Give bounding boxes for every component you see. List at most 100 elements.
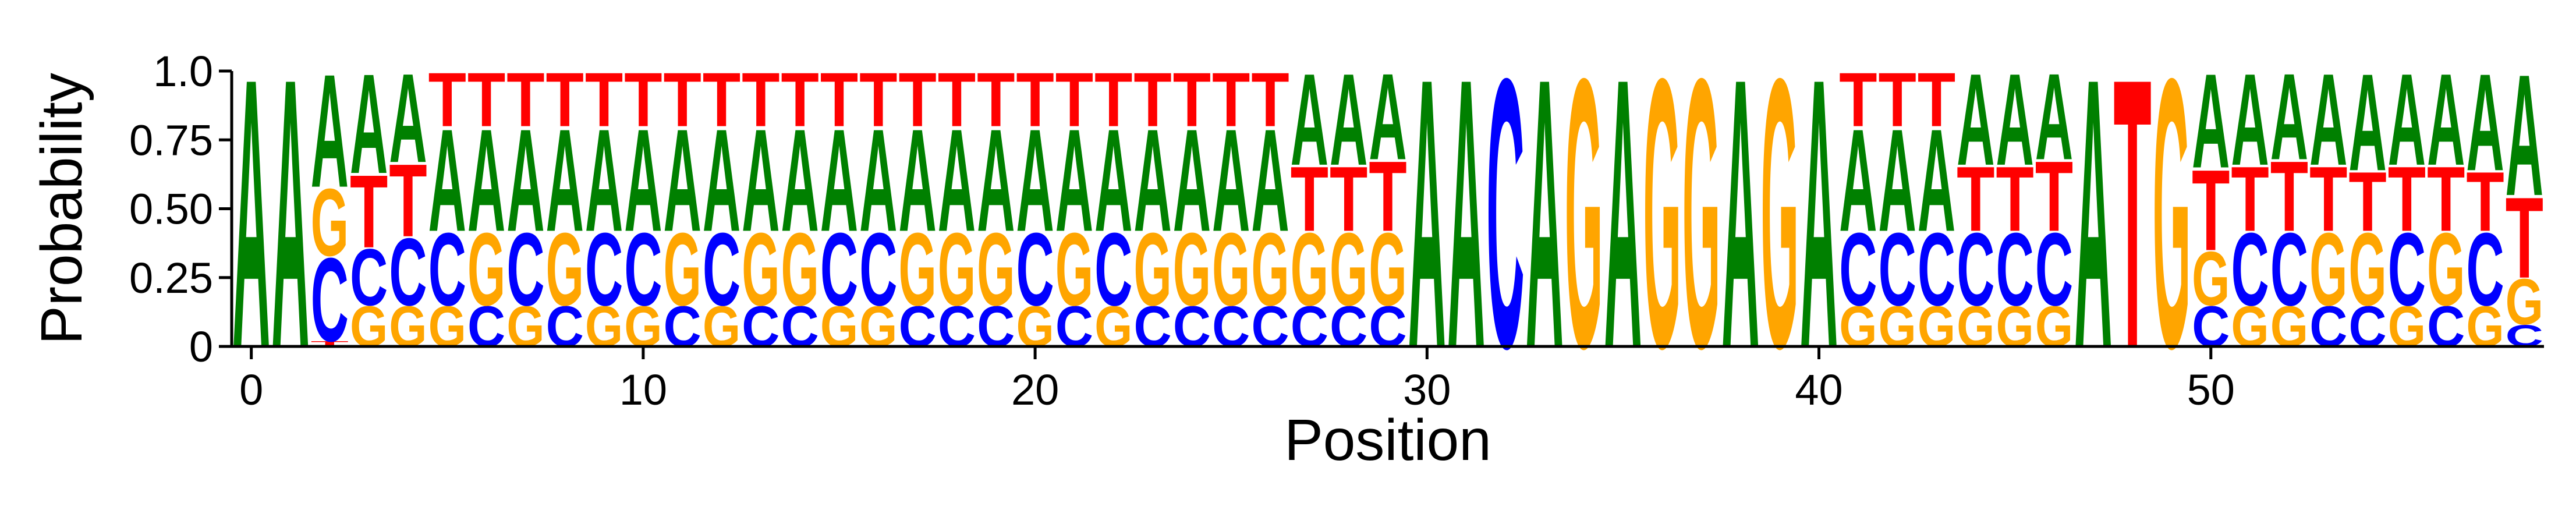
x-tick-label: 10 bbox=[619, 366, 667, 414]
logo-letter-G: G bbox=[1173, 211, 1211, 328]
logo-letter-A: A bbox=[977, 98, 1015, 262]
y-tick-label: 0.75 bbox=[129, 116, 213, 164]
logo-letter-C: C bbox=[2466, 211, 2504, 327]
logo-letter-A: A bbox=[1447, 0, 1485, 428]
logo-letter-T: T bbox=[1251, 57, 1289, 143]
logo-letter-G: G bbox=[938, 211, 976, 328]
logo-letter-G: G bbox=[1055, 211, 1093, 328]
logo-letter-T: T bbox=[703, 57, 740, 143]
logo-letter-T: T bbox=[2192, 146, 2230, 275]
logo-letter-G: G bbox=[2427, 211, 2465, 328]
logo-letter-G: G bbox=[389, 295, 427, 359]
logo-letter-A: A bbox=[2506, 38, 2543, 232]
logo-letter-A: A bbox=[232, 0, 270, 428]
logo-letter-C: C bbox=[938, 295, 976, 359]
logo-letter-C: C bbox=[2309, 295, 2347, 359]
logo-letter-T: T bbox=[2388, 147, 2426, 250]
logo-letter-C: C bbox=[2231, 211, 2269, 327]
y-axis-label: Probability bbox=[29, 73, 94, 345]
logo-letter-A: A bbox=[742, 98, 779, 262]
logo-letter-T: T bbox=[1330, 147, 1367, 250]
y-ticks: 0 0.25 0.50 0.75 1.0 bbox=[129, 47, 232, 371]
logo-letter-A: A bbox=[781, 98, 819, 262]
logo-letter-A: A bbox=[1526, 0, 1564, 428]
logo-letter-C: C bbox=[2348, 295, 2386, 359]
logo-letter-C: C bbox=[2035, 211, 2073, 327]
logo-letter-T: T bbox=[2231, 147, 2269, 250]
logo-letter-G: G bbox=[1094, 295, 1132, 359]
x-tick-label: 50 bbox=[2187, 366, 2235, 414]
logo-letter-G: G bbox=[1133, 211, 1171, 328]
logo-letter-A: A bbox=[311, 40, 349, 221]
logo-letter-C: C bbox=[1016, 211, 1054, 327]
logo-letter-C: C bbox=[467, 295, 505, 359]
logo-letter-G: G bbox=[703, 295, 740, 359]
logo-letter-T: T bbox=[1133, 57, 1171, 143]
logo-letter-T: T bbox=[977, 57, 1015, 143]
logo-letter-T: T bbox=[546, 57, 584, 143]
logo-letter-A: A bbox=[2035, 49, 2073, 186]
logo-letter-T: T bbox=[585, 57, 623, 143]
logo-letter-C: C bbox=[1251, 295, 1289, 359]
logo-letter-A: A bbox=[1721, 0, 1759, 428]
logo-letter-G: G bbox=[1565, 0, 1603, 428]
logo-letter-A: A bbox=[506, 98, 544, 262]
logo-letter-A: A bbox=[2231, 47, 2269, 193]
logo-letter-C: C bbox=[1996, 211, 2033, 327]
logo-letter-C: C bbox=[1486, 0, 1524, 428]
logo-letter-C: C bbox=[311, 233, 349, 367]
logo-letter-G: G bbox=[428, 295, 466, 359]
logo-letter-T: T bbox=[1291, 147, 1328, 250]
logo-letter-G: G bbox=[506, 295, 544, 359]
logo-letter-G: G bbox=[1369, 211, 1406, 328]
x-axis-label: Position bbox=[1284, 408, 1491, 473]
y-tick-label: 0.25 bbox=[129, 254, 213, 302]
logo-letter-A: A bbox=[1016, 98, 1054, 262]
logo-letter-T: T bbox=[389, 143, 427, 259]
logo-letter-T: T bbox=[1996, 147, 2033, 250]
y-tick-label: 0 bbox=[189, 323, 213, 371]
logo-letter-A: A bbox=[664, 98, 701, 262]
logo-letter-A: A bbox=[546, 98, 584, 262]
logo-letter-C: C bbox=[350, 232, 388, 322]
logo-letter-T: T bbox=[2506, 174, 2543, 303]
logo-letter-G: G bbox=[2348, 211, 2386, 328]
logo-letter-C: C bbox=[820, 211, 858, 327]
logo-letter-C: C bbox=[2427, 295, 2465, 359]
logo-letter-G: G bbox=[1996, 295, 2033, 359]
logo-letter-G: G bbox=[2153, 0, 2191, 428]
logo-letter-A: A bbox=[1094, 98, 1132, 262]
logo-letter-C: C bbox=[859, 211, 897, 327]
logo-letter-T: T bbox=[467, 57, 505, 143]
logo-letter-A: A bbox=[898, 98, 936, 262]
logo-letter-A: A bbox=[2270, 49, 2308, 186]
logo-letter-A: A bbox=[1055, 98, 1093, 262]
logo-letter-A: A bbox=[703, 98, 740, 262]
logo-letter-G: G bbox=[1918, 295, 1955, 359]
logo-letter-G: G bbox=[585, 295, 623, 359]
logo-letter-C: C bbox=[624, 211, 662, 327]
y-tick-label: 0.50 bbox=[129, 185, 213, 233]
logo-letter-A: A bbox=[1291, 47, 1328, 193]
logo-letter-G: G bbox=[859, 295, 897, 359]
logo-letter-C: C bbox=[1133, 295, 1171, 359]
logo-letter-A: A bbox=[2309, 47, 2347, 193]
logo-letter-C: C bbox=[898, 295, 936, 359]
logo-letter-A: A bbox=[820, 98, 858, 262]
x-ticks: 0 10 20 30 40 50 bbox=[239, 346, 2235, 414]
x-tick-label: 40 bbox=[1795, 366, 1842, 414]
logo-letter-G: G bbox=[467, 211, 505, 328]
logo-letter-C: C bbox=[664, 295, 701, 359]
logo-letter-G: G bbox=[1879, 295, 1916, 359]
logo-letter-G: G bbox=[2192, 236, 2230, 322]
logo-letter-T: T bbox=[1173, 57, 1211, 143]
logo-letter-A: A bbox=[1839, 98, 1877, 262]
logo-letter-A: A bbox=[1604, 0, 1642, 428]
logo-letter-A: A bbox=[428, 98, 466, 262]
logo-letter-A: A bbox=[1879, 98, 1916, 262]
logo-letter-G: G bbox=[1957, 295, 1994, 359]
logo-letter-A: A bbox=[389, 48, 427, 189]
logo-letter-G: G bbox=[1643, 0, 1681, 428]
logo-letter-G: G bbox=[1212, 211, 1250, 328]
logo-letter-G: G bbox=[350, 295, 388, 359]
